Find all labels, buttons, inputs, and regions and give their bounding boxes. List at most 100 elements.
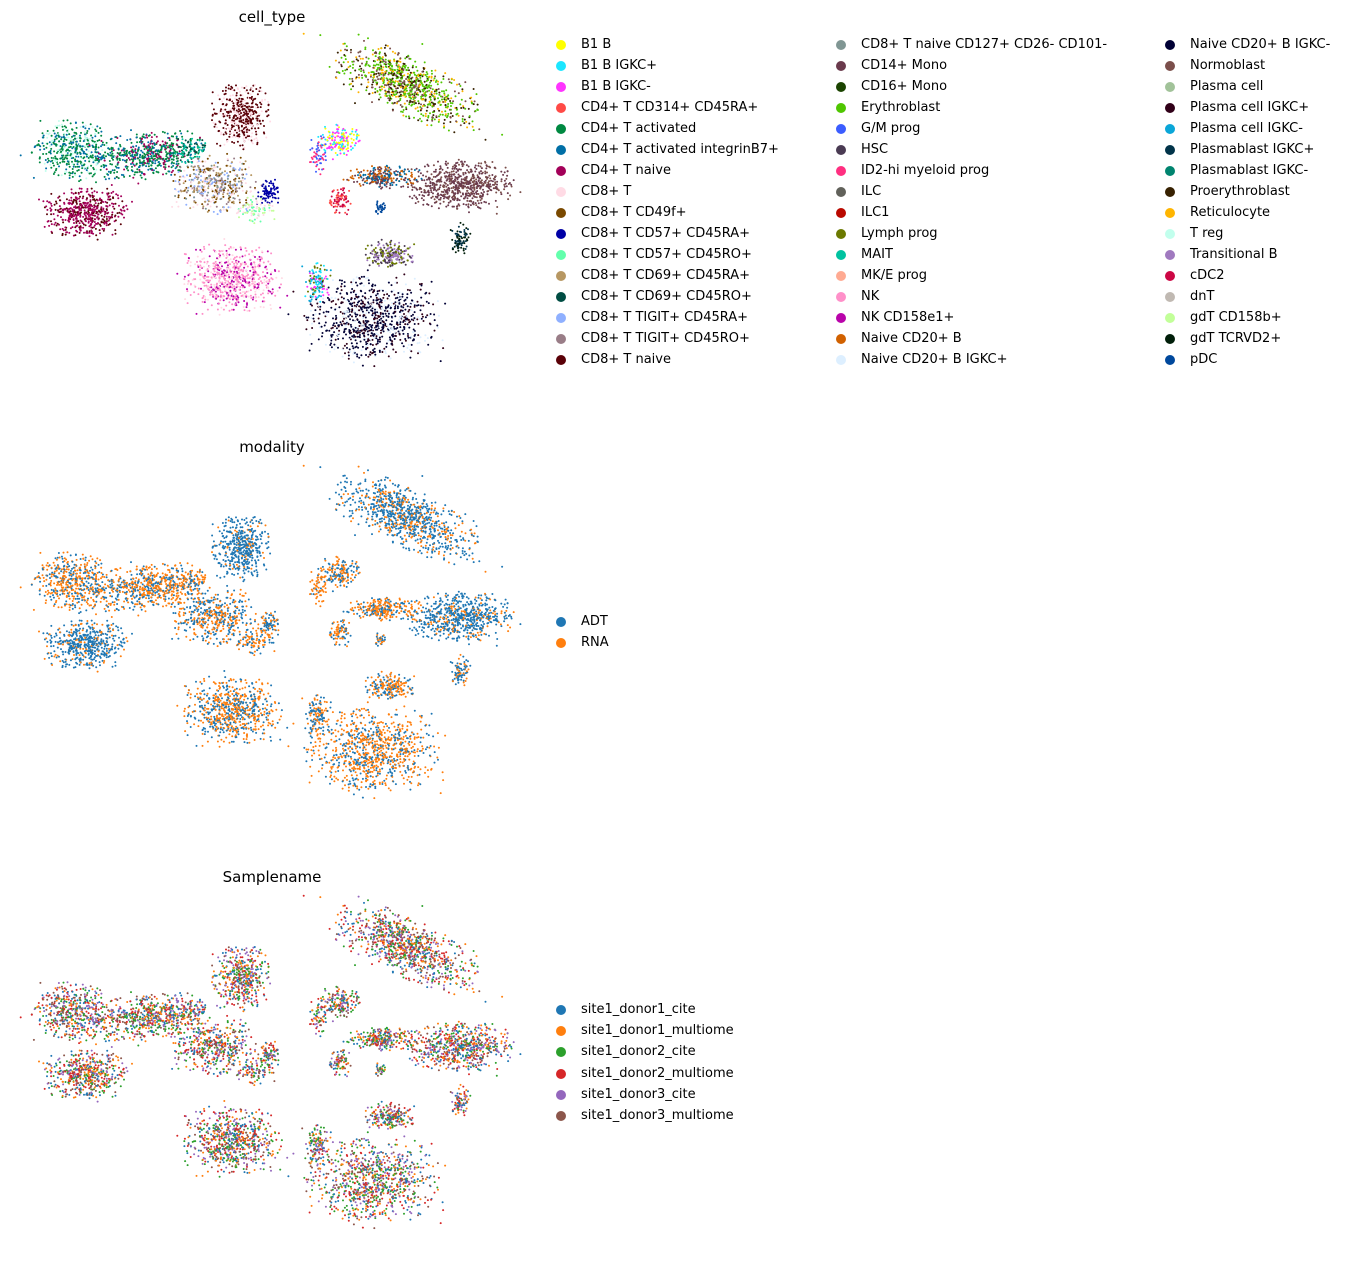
- point: [435, 88, 438, 91]
- point: [80, 211, 82, 214]
- point: [464, 171, 467, 174]
- point: [74, 121, 77, 124]
- point: [449, 102, 452, 104]
- point: [254, 129, 257, 132]
- point: [153, 157, 156, 160]
- point: [50, 166, 53, 169]
- point: [231, 161, 233, 164]
- point: [127, 157, 130, 159]
- point: [464, 195, 467, 198]
- point: [443, 94, 446, 96]
- point: [134, 148, 137, 151]
- point: [441, 195, 444, 197]
- point: [164, 148, 167, 151]
- point: [237, 126, 240, 129]
- point: [87, 145, 90, 148]
- point: [164, 141, 167, 144]
- point: [226, 192, 229, 195]
- point: [237, 88, 239, 91]
- point: [395, 95, 397, 98]
- point: [132, 145, 134, 148]
- point: [441, 90, 443, 93]
- point: [70, 157, 73, 160]
- point: [47, 157, 49, 160]
- point: [432, 114, 435, 117]
- point: [427, 79, 430, 81]
- point: [235, 281, 238, 284]
- point: [482, 182, 485, 185]
- point: [266, 189, 269, 192]
- point: [94, 218, 97, 221]
- point: [388, 94, 391, 97]
- point: [235, 109, 238, 112]
- point: [91, 214, 94, 217]
- point: [448, 171, 451, 174]
- point: [389, 81, 392, 84]
- point: [213, 274, 216, 277]
- point: [424, 94, 427, 97]
- point: [81, 222, 84, 225]
- point: [215, 263, 218, 266]
- point: [490, 179, 493, 182]
- point: [468, 171, 471, 174]
- point: [222, 208, 225, 211]
- point: [204, 180, 207, 183]
- point: [62, 229, 65, 232]
- point: [82, 206, 85, 209]
- point: [416, 69, 419, 72]
- point: [48, 151, 50, 154]
- point: [64, 226, 67, 229]
- point: [78, 209, 81, 211]
- point: [221, 281, 224, 284]
- point: [79, 160, 82, 163]
- point: [453, 131, 456, 134]
- point: [80, 207, 83, 210]
- point: [251, 124, 254, 127]
- point: [494, 181, 497, 184]
- point: [214, 250, 217, 253]
- point: [255, 249, 258, 252]
- point: [108, 223, 111, 225]
- point: [190, 161, 193, 163]
- point: [121, 213, 124, 216]
- point: [413, 94, 416, 97]
- point: [86, 170, 89, 173]
- point: [418, 188, 421, 191]
- point: [415, 196, 418, 199]
- point: [218, 209, 221, 212]
- point: [447, 162, 449, 165]
- point: [210, 178, 213, 181]
- point: [259, 86, 262, 89]
- point: [204, 190, 206, 193]
- point: [129, 154, 132, 157]
- point: [335, 77, 338, 79]
- point: [187, 186, 190, 189]
- point: [452, 205, 455, 208]
- point: [467, 107, 470, 110]
- point: [416, 77, 419, 80]
- point: [96, 222, 99, 225]
- point: [252, 268, 255, 271]
- point: [212, 265, 215, 267]
- point: [445, 89, 448, 92]
- point: [56, 152, 58, 154]
- point: [244, 280, 247, 283]
- point: [357, 73, 360, 76]
- point: [411, 103, 414, 106]
- point: [417, 175, 420, 178]
- point: [255, 88, 258, 90]
- point: [253, 84, 256, 86]
- point: [58, 205, 61, 208]
- point: [108, 204, 111, 207]
- point: [183, 278, 186, 281]
- point: [439, 171, 442, 174]
- point: [204, 160, 207, 163]
- point: [71, 135, 73, 138]
- point: [174, 132, 176, 135]
- point: [445, 170, 448, 173]
- point: [453, 167, 456, 170]
- point: [229, 246, 232, 248]
- point: [60, 216, 62, 219]
- point: [125, 152, 128, 155]
- point: [66, 231, 68, 234]
